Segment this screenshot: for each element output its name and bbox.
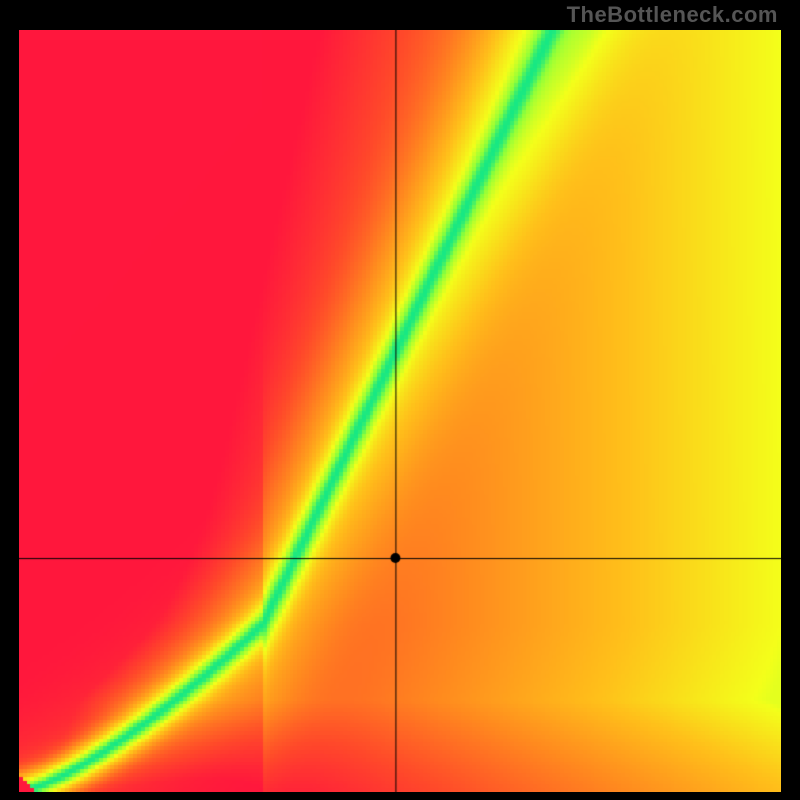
watermark-text: TheBottleneck.com [567, 2, 778, 28]
heatmap-canvas [19, 30, 781, 792]
figure-container: TheBottleneck.com [0, 0, 800, 800]
